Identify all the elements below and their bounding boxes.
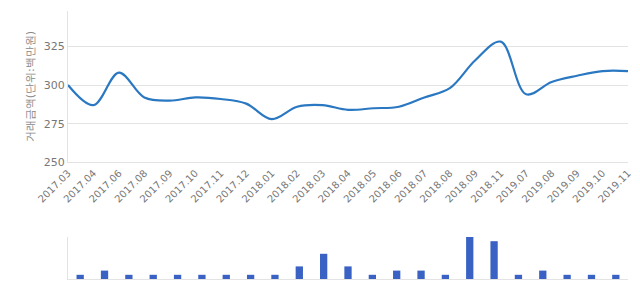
svg-text:2017.08: 2017.08 [112, 168, 149, 205]
svg-text:2019.08: 2019.08 [520, 168, 557, 205]
svg-text:2018.09: 2018.09 [443, 168, 480, 205]
svg-text:2018.03: 2018.03 [290, 168, 327, 205]
svg-text:2018.06: 2018.06 [367, 168, 404, 205]
svg-text:2017.12: 2017.12 [214, 168, 251, 205]
svg-text:2017.04: 2017.04 [61, 168, 98, 205]
svg-text:2018.07: 2018.07 [392, 168, 429, 205]
svg-text:325: 325 [44, 40, 65, 53]
svg-text:2018.11: 2018.11 [469, 168, 506, 205]
svg-text:2018.04: 2018.04 [316, 168, 353, 205]
svg-text:250: 250 [44, 156, 65, 169]
svg-text:2018.02: 2018.02 [265, 168, 302, 205]
svg-text:2018.01: 2018.01 [240, 168, 277, 205]
svg-text:2017.06: 2017.06 [87, 168, 124, 205]
svg-text:2018.08: 2018.08 [418, 168, 455, 205]
svg-text:거래금액(단위:백만원): 거래금액(단위:백만원) [24, 31, 37, 142]
svg-text:2019.09: 2019.09 [545, 168, 582, 205]
svg-text:2019.07: 2019.07 [494, 168, 531, 205]
svg-text:2019.10: 2019.10 [570, 168, 607, 205]
svg-text:2019.11: 2019.11 [596, 168, 633, 205]
svg-text:2017.10: 2017.10 [163, 168, 200, 205]
svg-text:2017.03: 2017.03 [36, 168, 73, 205]
svg-text:2018.05: 2018.05 [341, 168, 378, 205]
svg-text:300: 300 [44, 79, 65, 92]
svg-text:275: 275 [44, 118, 65, 131]
svg-text:2017.09: 2017.09 [138, 168, 175, 205]
svg-text:2017.11: 2017.11 [189, 168, 226, 205]
